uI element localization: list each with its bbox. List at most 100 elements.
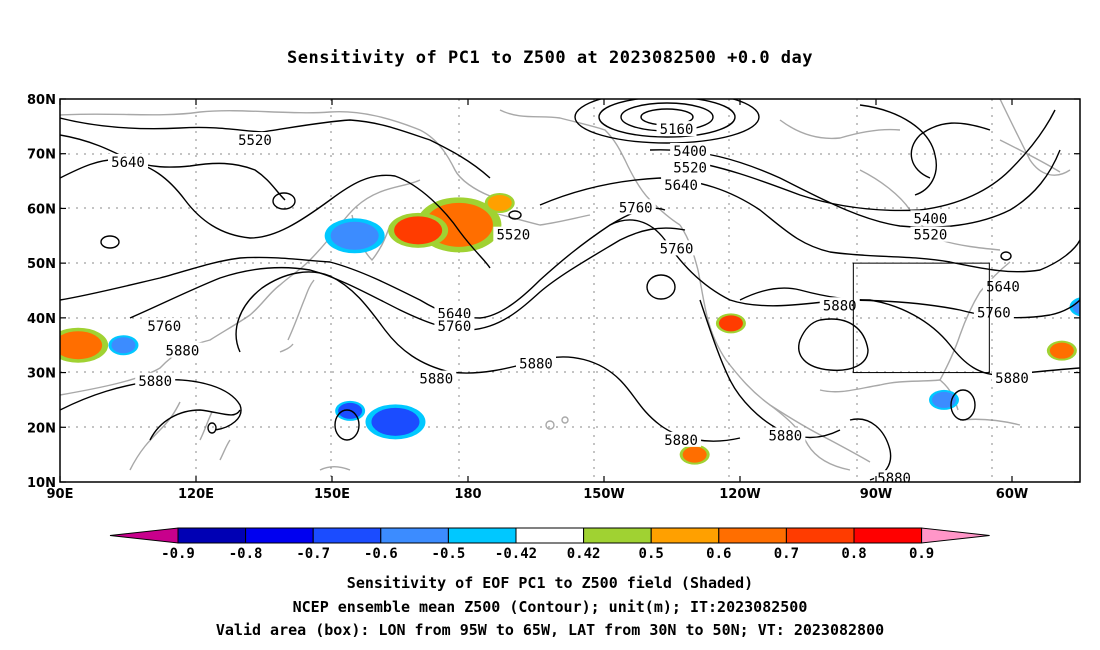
colorbar-swatch [515,527,585,544]
contour-label-bg [434,318,475,334]
map-border [59,98,1081,483]
colorbar-swatch [380,527,449,544]
colorbar-swatch [785,527,855,544]
contour-label-bg [819,297,860,313]
lon-tick-label: 90E [47,487,74,502]
contour-labels: 5520564051605400552056405760552057605400… [108,121,1032,487]
colorbar-label: -0.5 [432,546,466,562]
contour-label: 5880 [419,372,453,388]
contour-label: 5880 [166,344,200,360]
colorbar-label: 0.5 [639,546,664,562]
contour-label: 5760 [619,200,653,216]
sensitivity-blob [371,407,420,436]
sensitivity-blob [60,331,103,360]
contour-label: 5880 [138,374,172,390]
contour-label: 5880 [995,371,1029,387]
lon-tick-label: 120W [719,487,760,502]
lat-tick-label: 10N [27,476,56,491]
contour-label-bg [910,226,951,242]
contour-label: 5880 [519,356,553,372]
colorbar-swatch [312,527,382,544]
sensitivity-blob [1072,299,1080,315]
sensitivity-blob [682,446,707,463]
lat-tick-label: 80N [27,93,56,108]
lat-tick-label: 70N [27,148,56,163]
colorbar-swatch [853,527,923,544]
colorbar-right-arrow [921,527,990,544]
contour-label-bg [670,142,711,158]
lon-tick-label: 60W [996,487,1028,502]
contour-label-bg [661,431,702,447]
sensitivity-blob [487,194,512,211]
contour-label-bg [516,355,556,371]
colorbar-label: 0.9 [909,546,934,562]
contour-label: 5880 [664,433,698,449]
lon-tick-label: 180 [454,487,481,502]
contour-label-bg [615,199,656,215]
sensitivity-blob [330,221,379,250]
lon-tick-label: 150E [314,487,350,502]
contour-label: 5520 [914,228,948,244]
contour-label-bg [234,132,275,148]
contour-label: 5760 [438,319,472,335]
lon-tick-label: 90W [860,487,892,502]
colorbar-swatch [718,527,787,544]
caption-line-3: Valid area (box): LON from 95W to 65W, L… [215,621,885,639]
contour-label: 5880 [823,298,857,314]
contour-label: 5520 [238,133,272,149]
lat-tick-label: 30N [27,367,56,382]
sensitivity-blob [932,391,956,408]
sensitivity-blob [394,216,443,245]
contour-label-bg [982,278,1023,294]
contour-label-bg [992,370,1032,386]
contour-label-bg [434,305,475,321]
lat-tick-label: 60N [27,202,56,217]
contour-label-bg [874,470,915,482]
contour-label: 5400 [914,211,948,227]
contour-label: 5400 [673,144,707,160]
contour-label-bg [656,121,697,137]
contour-label-bg [670,159,711,175]
colorbar: -0.9 -0.8 -0.7 -0.6 -0.5 -0.42 0.42 0.5 0.6 0.7 0.… [109,527,990,562]
colorbar-label: -0.42 [495,546,537,562]
valid-area-box [852,262,990,374]
colorbar-label: 0.6 [706,546,731,562]
contour-label-bg [162,342,203,358]
colorbar-swatch [650,527,720,544]
colorbar-swatch [583,527,652,544]
colorbar-label: 0.8 [841,546,866,562]
contour-label-bg [108,153,148,169]
sensitivity-shading [60,192,1080,465]
caption-line-1: Sensitivity of EOF PC1 to Z500 field (Sh… [346,574,754,592]
colorbar-label: -0.9 [161,546,195,562]
contour-label: 5640 [111,155,145,171]
colorbar-swatch [447,527,517,544]
colorbar-label: -0.6 [364,546,398,562]
colorbar-swatch [177,527,247,544]
colorbar-label: 0.7 [774,546,799,562]
lat-tick-label: 40N [27,312,56,327]
map-axes: 90E 120E 150E 180 150W 120W 90W 60W 80N 70N 60N 50N… [27,93,1080,502]
colorbar-label: -0.7 [296,546,330,562]
lat-tick-label: 20N [27,421,56,436]
colorbar-label: -0.8 [229,546,263,562]
contour-label: 5520 [673,160,707,176]
map-area [60,99,1080,482]
contour-label-bg [144,318,185,334]
plot-title: Sensitivity of PC1 to Z500 at 2023082500… [286,48,813,68]
contour-label: 5760 [977,305,1011,321]
contour-label-bg [656,240,697,256]
contour-label-bg [661,176,702,192]
contour-label-bg [973,304,1014,320]
contour-label: 5880 [768,428,802,444]
lat-tick-label: 50N [27,257,56,272]
contour-label: 5760 [147,319,181,335]
contour-label: 5760 [660,241,694,257]
contour-label-bg [416,370,457,386]
contour-label: 5880 [877,471,911,487]
contour-label: 5640 [664,178,698,194]
sensitivity-blob [111,337,136,354]
sensitivity-blob [718,315,743,332]
lon-tick-label: 150W [583,487,624,502]
